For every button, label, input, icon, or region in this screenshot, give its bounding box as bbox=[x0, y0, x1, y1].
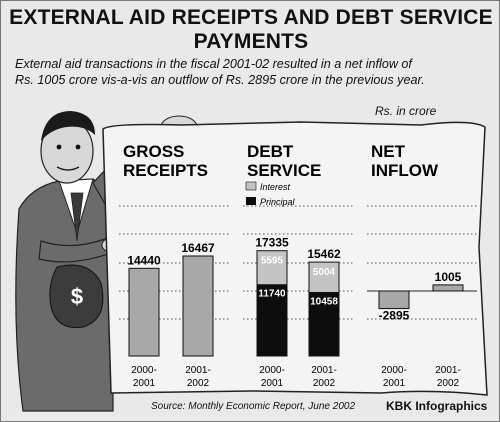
chart-title-line2: PAYMENTS bbox=[193, 30, 309, 53]
source-note: Source: Monthly Economic Report, June 20… bbox=[151, 401, 355, 412]
principal-bar bbox=[308, 291, 340, 357]
category-label-line1: 2001- bbox=[311, 365, 337, 376]
legend-principal-swatch bbox=[246, 197, 256, 205]
interest-bar bbox=[256, 250, 288, 286]
dollar-sign-icon: $ bbox=[71, 284, 83, 309]
net-inflow-title-line1: NET bbox=[371, 142, 406, 161]
category-label-line1: 2000- bbox=[381, 365, 407, 376]
net-inflow-value-label: 1005 bbox=[435, 270, 462, 284]
category-label-line2: 2001 bbox=[261, 378, 284, 389]
gross-receipts-bar bbox=[182, 255, 214, 357]
debt-service-title-line1: DEBT bbox=[247, 142, 294, 161]
category-label-line2: 2001 bbox=[383, 378, 406, 389]
net-inflow-title-line2: INFLOW bbox=[371, 161, 439, 180]
net-inflow-bar bbox=[432, 284, 464, 292]
gross-receipts-bar bbox=[128, 267, 160, 357]
debt-service-total-label: 17335 bbox=[255, 236, 289, 250]
gross-receipts-value-label: 14440 bbox=[127, 253, 161, 267]
interest-value-label: 5595 bbox=[261, 256, 284, 267]
debt-service-title-line2: SERVICE bbox=[247, 161, 321, 180]
principal-value-label: 10458 bbox=[310, 296, 338, 307]
gross-receipts-title-line1: GROSS bbox=[123, 142, 184, 161]
category-label-line1: 2000- bbox=[131, 365, 157, 376]
gross-receipts-title-line2: RECEIPTS bbox=[123, 161, 208, 180]
category-label-line1: 2000- bbox=[259, 365, 285, 376]
category-label-line1: 2001- bbox=[435, 365, 461, 376]
category-label-line2: 2002 bbox=[187, 378, 210, 389]
category-label-line2: 2002 bbox=[437, 378, 460, 389]
category-label-line2: 2002 bbox=[313, 378, 336, 389]
interest-value-label: 5004 bbox=[313, 267, 336, 278]
bars: 14440 16467 11740 5595 17335 10458 5004 15462 -2… bbox=[127, 236, 464, 357]
net-inflow-value-label: -2895 bbox=[379, 309, 410, 323]
category-label-line1: 2001- bbox=[185, 365, 211, 376]
legend-principal-label: Principal bbox=[260, 197, 296, 207]
principal-bar bbox=[256, 284, 288, 357]
category-labels: 2000- 2001 2001- 2002 2000- 2001 2001- 2002 2000… bbox=[131, 365, 461, 389]
panel-titles: GROSS RECEIPTS DEBT SERVICE NET INFLOW bbox=[123, 142, 439, 180]
subtitle-line2: Rs. 1005 crore vis-a-vis an outflow of R… bbox=[15, 73, 425, 87]
credit-label: KBK Infographics bbox=[386, 399, 488, 413]
chart-title-line1: EXTERNAL AID RECEIPTS AND DEBT SERVICE bbox=[9, 6, 493, 29]
legend-interest-swatch bbox=[245, 181, 257, 191]
legend: Interest Principal bbox=[245, 181, 296, 207]
principal-value-label: 11740 bbox=[258, 289, 286, 300]
gross-receipts-value-label: 16467 bbox=[181, 241, 215, 255]
unit-label: Rs. in crore bbox=[375, 104, 437, 118]
debt-service-total-label: 15462 bbox=[307, 247, 341, 261]
category-label-line2: 2001 bbox=[133, 378, 156, 389]
legend-interest-label: Interest bbox=[260, 182, 291, 192]
subtitle-line1: External aid transactions in the fiscal … bbox=[15, 57, 412, 71]
interest-bar bbox=[308, 261, 340, 293]
net-inflow-bar bbox=[378, 290, 410, 310]
